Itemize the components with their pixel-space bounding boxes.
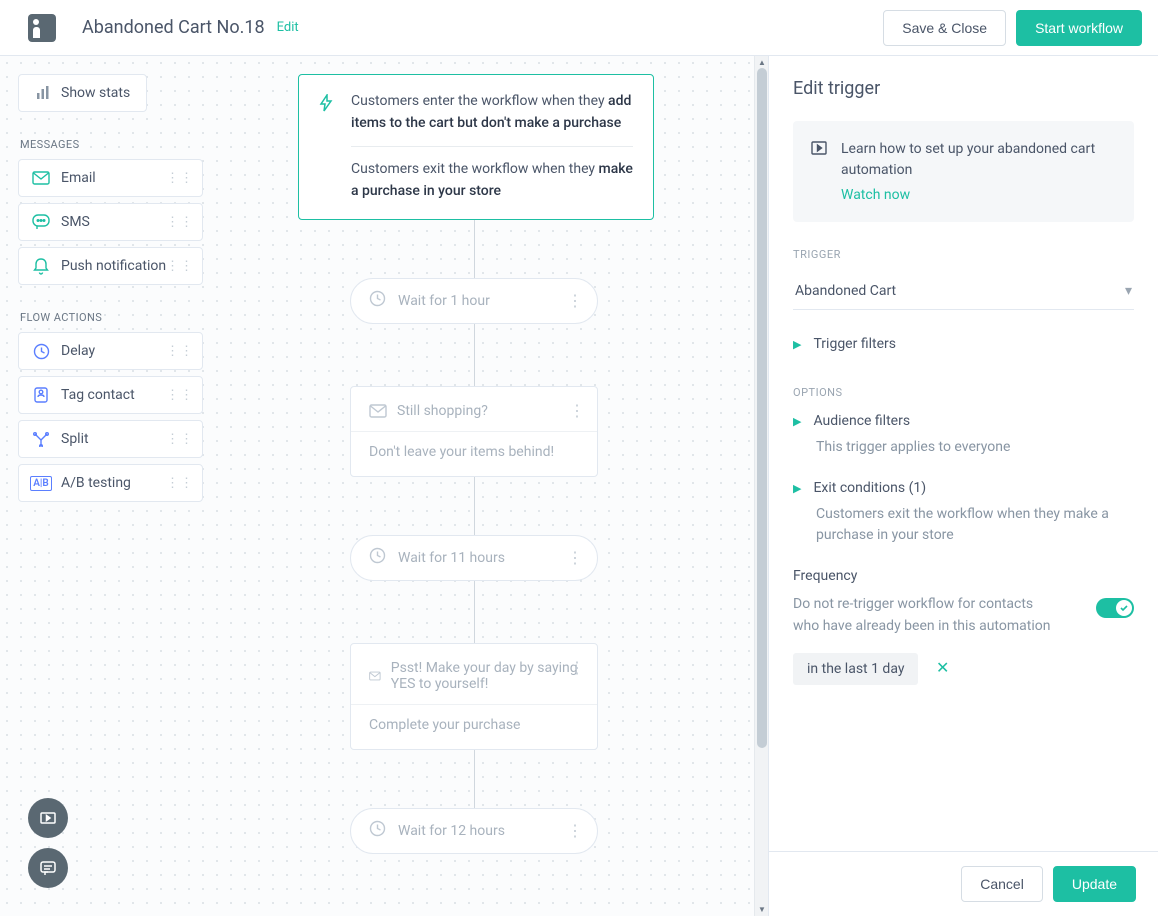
drag-handle-icon[interactable]: ⋮⋮ — [166, 259, 194, 274]
step-menu-button[interactable]: ⋮ — [567, 291, 583, 310]
palette-item-label: A/B testing — [61, 475, 131, 491]
wait-label: Wait for 1 hour — [398, 293, 490, 309]
trigger-filters-expander[interactable]: ▶ Trigger filters — [793, 336, 1134, 352]
frequency-toggle[interactable] — [1096, 598, 1134, 618]
trigger-exit-text: Customers exit the workflow when they ma… — [351, 159, 633, 202]
palette-item-label: Push notification — [61, 258, 166, 274]
tag-icon — [31, 387, 51, 403]
trigger-enter-text: Customers enter the workflow when they a… — [351, 91, 633, 134]
trigger-card[interactable]: Customers enter the workflow when they a… — [298, 74, 654, 220]
update-button[interactable]: Update — [1053, 866, 1136, 902]
drag-handle-icon[interactable]: ⋮⋮ — [166, 171, 194, 186]
edit-title-link[interactable]: Edit — [277, 20, 299, 35]
show-stats-label: Show stats — [61, 85, 130, 101]
palette-email[interactable]: Email ⋮⋮ — [18, 159, 203, 197]
wait-step[interactable]: Wait for 11 hours ⋮ — [350, 535, 598, 581]
clock-icon — [369, 547, 386, 568]
wait-step[interactable]: Wait for 1 hour ⋮ — [350, 278, 598, 324]
stats-icon — [35, 85, 51, 101]
app-header: Abandoned Cart No.18 Edit Save & Close S… — [0, 0, 1158, 56]
play-icon — [811, 140, 827, 206]
palette-a/b-testing[interactable]: A|B A/B testing ⋮⋮ — [18, 464, 203, 502]
wait-label: Wait for 11 hours — [398, 550, 505, 566]
start-workflow-button[interactable]: Start workflow — [1016, 10, 1142, 46]
clock-icon — [369, 820, 386, 841]
audience-sub-text: This trigger applies to everyone — [816, 437, 1134, 458]
expand-arrow-icon: ▶ — [793, 338, 801, 351]
palette-item-label: Email — [61, 170, 96, 186]
email-preview: Complete your purchase — [369, 717, 579, 733]
palette-tag-contact[interactable]: Tag contact ⋮⋮ — [18, 376, 203, 414]
options-label: OPTIONS — [793, 386, 1134, 399]
drag-handle-icon[interactable]: ⋮⋮ — [166, 388, 194, 403]
exit-sub-text: Customers exit the workflow when they ma… — [816, 504, 1134, 546]
email-step[interactable]: ⋮Still shopping? Don't leave your items b… — [350, 386, 598, 477]
chat-help-fab[interactable] — [28, 848, 68, 888]
chevron-down-icon: ▾ — [1125, 283, 1132, 299]
palette-item-label: Split — [61, 431, 89, 447]
email-subject: Psst! Make your day by saying YES to you… — [369, 660, 579, 692]
app-logo — [28, 14, 56, 42]
clock-icon — [31, 343, 51, 360]
wait-label: Wait for 12 hours — [398, 823, 505, 839]
drag-handle-icon[interactable]: ⋮⋮ — [166, 344, 194, 359]
sms-icon — [31, 214, 51, 230]
palette-item-label: SMS — [61, 214, 90, 230]
step-menu-button[interactable]: ⋮ — [569, 401, 585, 420]
drag-handle-icon[interactable]: ⋮⋮ — [166, 476, 194, 491]
wait-step[interactable]: Wait for 12 hours ⋮ — [350, 808, 598, 854]
exit-conditions-expander[interactable]: ▶ Exit conditions (1) — [793, 480, 1134, 496]
save-close-button[interactable]: Save & Close — [883, 10, 1006, 46]
frequency-title: Frequency — [793, 568, 1134, 584]
email-preview: Don't leave your items behind! — [369, 444, 579, 460]
workflow-title: Abandoned Cart No.18 — [82, 17, 265, 38]
check-icon — [1119, 603, 1129, 613]
cancel-button[interactable]: Cancel — [961, 866, 1043, 902]
palette-sms[interactable]: SMS ⋮⋮ — [18, 203, 203, 241]
show-stats-button[interactable]: Show stats — [18, 74, 147, 112]
palette-delay[interactable]: Delay ⋮⋮ — [18, 332, 203, 370]
edit-trigger-sidebar: Edit trigger Learn how to set up your ab… — [768, 56, 1158, 916]
watch-now-link[interactable]: Watch now — [841, 185, 910, 206]
trigger-field-label: TRIGGER — [793, 248, 1134, 261]
flow-column: Customers enter the workflow when they a… — [298, 74, 650, 854]
chat-icon — [39, 859, 57, 877]
trigger-select-value: Abandoned Cart — [795, 283, 896, 299]
palette-push-notification[interactable]: Push notification⋮⋮ — [18, 247, 203, 285]
info-callout: Learn how to set up your abandoned cart … — [793, 121, 1134, 222]
workflow-canvas[interactable]: Show stats MESSAGES Email⋮⋮SMS⋮⋮Push not… — [0, 56, 768, 916]
sidebar-title: Edit trigger — [793, 78, 1134, 99]
drag-handle-icon[interactable]: ⋮⋮ — [166, 432, 194, 447]
palette-item-label: Tag contact — [61, 387, 135, 403]
frequency-chip[interactable]: in the last 1 day — [793, 653, 918, 685]
palette-split[interactable]: Split ⋮⋮ — [18, 420, 203, 458]
expand-arrow-icon: ▶ — [793, 482, 801, 495]
step-menu-button[interactable]: ⋮ — [569, 658, 585, 677]
clock-icon — [369, 290, 386, 311]
video-help-fab[interactable] — [28, 798, 68, 838]
remove-chip-button[interactable]: ✕ — [936, 658, 949, 677]
step-menu-button[interactable]: ⋮ — [567, 548, 583, 567]
palette-item-label: Delay — [61, 343, 95, 359]
trigger-select[interactable]: Abandoned Cart ▾ — [793, 275, 1134, 310]
audience-filters-expander[interactable]: ▶ Audience filters — [793, 413, 1134, 429]
mail-icon — [31, 171, 51, 185]
canvas-scrollbar[interactable]: ▲ ▼ — [754, 56, 768, 916]
info-text: Learn how to set up your abandoned cart … — [841, 139, 1116, 181]
expand-arrow-icon: ▶ — [793, 415, 801, 428]
ab-icon: A|B — [31, 476, 51, 491]
split-icon — [31, 431, 51, 447]
email-step[interactable]: ⋮Psst! Make your day by saying YES to yo… — [350, 643, 598, 750]
email-subject: Still shopping? — [369, 403, 579, 419]
video-icon — [39, 809, 57, 827]
drag-handle-icon[interactable]: ⋮⋮ — [166, 215, 194, 230]
frequency-description: Do not re-trigger workflow for contacts … — [793, 594, 1053, 637]
step-menu-button[interactable]: ⋮ — [567, 821, 583, 840]
trigger-icon — [317, 94, 335, 203]
bell-icon — [31, 257, 51, 275]
